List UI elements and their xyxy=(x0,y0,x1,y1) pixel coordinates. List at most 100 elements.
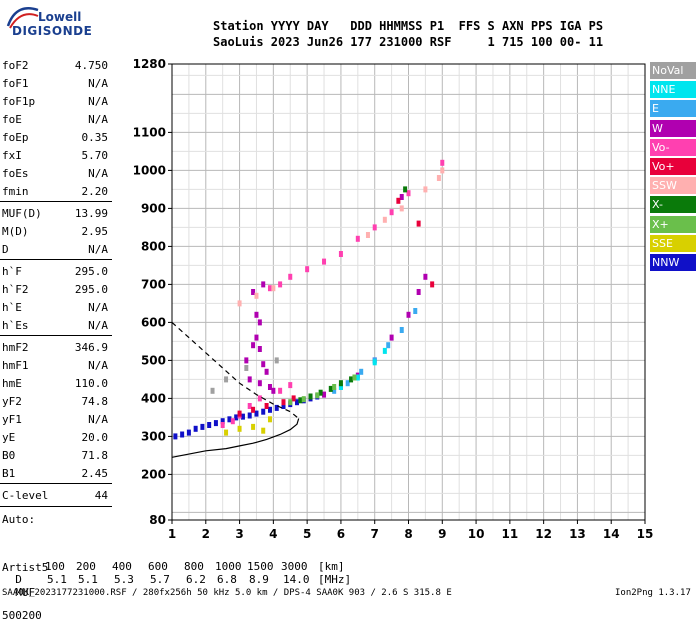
echo-point xyxy=(349,376,354,383)
echo-point xyxy=(267,285,272,292)
muf-frequency-value: 6.2 xyxy=(186,573,206,586)
param-value: N/A xyxy=(88,319,108,332)
x-tick-label: 9 xyxy=(438,527,446,541)
param-value: 110.0 xyxy=(74,377,108,390)
param-name: M(D) xyxy=(2,225,29,238)
echo-point xyxy=(173,433,178,440)
echo-point xyxy=(251,423,256,430)
param-value: N/A xyxy=(88,301,108,314)
param-name: C-level xyxy=(2,489,49,502)
echo-point xyxy=(237,425,242,432)
true-height-profile xyxy=(171,418,300,458)
echo-point xyxy=(278,281,283,288)
echo-point xyxy=(359,368,364,375)
param-value: N/A xyxy=(88,243,108,256)
param-name: MUF(D) xyxy=(2,207,42,220)
echo-point xyxy=(345,380,350,387)
param-value: 74.8 xyxy=(81,395,109,408)
param-value: 44 xyxy=(94,489,108,502)
header-line-2: SaoLuis 2023 Jun26 177 231000 RSF 1 715 … xyxy=(213,35,604,49)
auto-label: Auto: xyxy=(2,513,36,526)
x-tick-label: 8 xyxy=(404,527,412,541)
param-value: 0.35 xyxy=(81,131,109,144)
muf-frequency-unit: [MHz] xyxy=(318,573,352,586)
echo-point xyxy=(352,374,357,381)
echo-point xyxy=(382,347,387,354)
echo-point xyxy=(315,392,320,399)
echo-point xyxy=(224,429,229,436)
echo-point xyxy=(372,224,377,231)
param-name: h`F xyxy=(2,265,22,278)
echo-point xyxy=(274,404,279,411)
y-tick-label: 500 xyxy=(141,353,166,367)
echo-point xyxy=(271,285,276,292)
param-name: hmE xyxy=(2,377,22,390)
muf-distance-value: 3000 xyxy=(281,560,308,573)
y-tick-label: 1280 xyxy=(133,57,166,71)
echo-point xyxy=(338,251,343,257)
muf-row: MUF xyxy=(2,573,35,599)
param-name: hmF1 xyxy=(2,359,29,372)
profile-extrapolation-dashed xyxy=(171,321,300,419)
echo-point xyxy=(251,289,256,295)
param-value: 2.45 xyxy=(81,467,109,480)
echo-point xyxy=(328,385,333,392)
echo-point xyxy=(247,403,252,409)
echo-point xyxy=(291,395,296,402)
echo-point xyxy=(389,334,394,341)
param-value: 13.99 xyxy=(74,207,108,220)
param-name: hmF2 xyxy=(2,341,29,354)
echo-point xyxy=(355,235,360,242)
muf-frequency-value: 5.1 xyxy=(78,573,98,586)
legend-item: Vo+ xyxy=(650,158,696,175)
echo-point xyxy=(200,423,205,430)
echo-point xyxy=(251,406,256,413)
echo-point xyxy=(247,412,252,419)
echo-point xyxy=(271,387,276,394)
param-name: h`F2 xyxy=(2,283,29,296)
param-value: N/A xyxy=(88,77,108,90)
echo-point xyxy=(301,396,306,403)
legend-item: X- xyxy=(650,196,696,214)
echo-point xyxy=(281,403,286,409)
echo-point xyxy=(264,368,269,375)
param-name: B0 xyxy=(2,449,16,462)
y-tick-label: 700 xyxy=(141,277,166,291)
auto-program: Artist5 xyxy=(2,561,49,574)
x-tick-label: 5 xyxy=(303,527,311,541)
muf-distance-value: 1000 xyxy=(215,560,242,573)
echo-point xyxy=(257,346,262,352)
param-separator xyxy=(0,483,112,484)
param-separator xyxy=(0,506,112,507)
echo-point xyxy=(440,159,445,166)
echo-point xyxy=(288,273,293,280)
echo-point xyxy=(423,273,428,280)
param-value: 4.750 xyxy=(74,59,108,72)
x-tick-label: 14 xyxy=(603,527,620,541)
legend-item: SSE xyxy=(650,234,696,252)
echo-point xyxy=(372,359,377,366)
x-tick-label: 10 xyxy=(468,527,485,541)
x-tick-label: 2 xyxy=(202,527,210,541)
param-name: yF2 xyxy=(2,395,22,408)
muf-distance-value: 400 xyxy=(112,560,132,573)
echo-point xyxy=(389,209,394,216)
echo-point xyxy=(365,232,370,238)
param-value: N/A xyxy=(88,113,108,126)
x-tick-label: 13 xyxy=(569,527,586,541)
echo-point xyxy=(267,416,272,423)
x-tick-label: 15 xyxy=(637,527,654,541)
param-separator xyxy=(0,259,112,260)
echo-point xyxy=(254,410,259,417)
muf-frequency-value: 5.7 xyxy=(150,573,170,586)
echo-point xyxy=(234,414,239,421)
param-value: N/A xyxy=(88,95,108,108)
echo-point xyxy=(244,357,249,364)
legend-item: NNW xyxy=(650,254,696,271)
footer-version: Ion2Png 1.3.17 xyxy=(615,588,691,598)
param-name: foEs xyxy=(2,167,29,180)
x-tick-label: 3 xyxy=(235,527,243,541)
echo-point xyxy=(305,266,310,273)
y-tick-label: 600 xyxy=(141,315,166,329)
echo-point xyxy=(230,418,235,425)
